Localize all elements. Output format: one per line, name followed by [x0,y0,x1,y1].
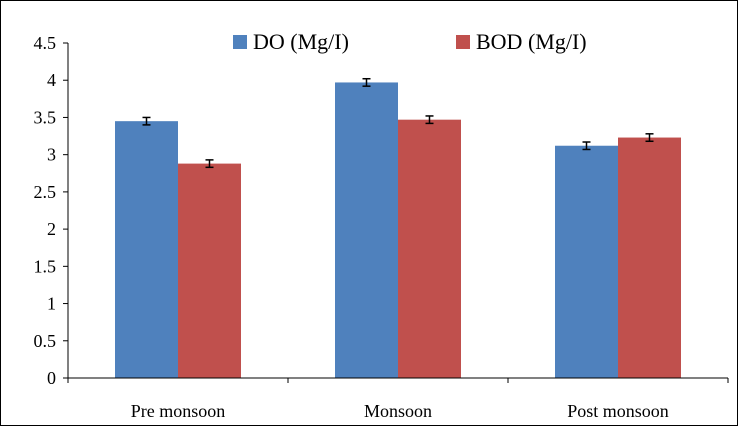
y-tick-label: 1.5 [34,256,57,276]
y-tick-label: 2.5 [34,182,57,202]
bars-layer [115,82,681,379]
bar-do-monsoon [335,82,398,378]
x-tick-label: Monsoon [364,401,432,421]
y-tick-label: 4 [47,70,56,90]
error-bars-layer [142,77,654,169]
x-tick-label: Pre monsoon [131,401,226,421]
y-tick-label: 1 [47,294,56,314]
ticks-layer: 0 0.5 1 1.5 2 2.5 3 3.5 4 4.5 Pre monsoon Monsoon Po… [34,33,729,421]
error-bar-do-pre-monsoon [142,116,151,126]
y-tick-label: 0.5 [34,331,57,351]
legend-swatch-bod [456,35,470,49]
legend: DO (Mg/I) BOD (Mg/I) [233,29,587,54]
y-tick-label: 0 [47,368,56,388]
y-tick-label: 2 [47,219,56,239]
axes-layer [67,43,728,379]
error-bar-do-post-monsoon [582,141,591,151]
y-tick-label: 3.5 [34,107,57,127]
legend-label-do: DO (Mg/I) [253,29,349,54]
error-bar-bod-post-monsoon [645,133,654,143]
bar-bod-post-monsoon [618,137,681,378]
bar-do-post-monsoon [555,145,618,378]
legend-swatch-do [233,35,247,49]
error-bar-do-monsoon [362,77,371,87]
bar-do-pre-monsoon [115,121,178,379]
error-bar-bod-monsoon [425,115,434,125]
x-tick-label: Post monsoon [567,401,669,421]
error-bar-bod-pre-monsoon [205,159,214,169]
legend-label-bod: BOD (Mg/I) [476,29,587,54]
y-tick-label: 4.5 [34,33,57,53]
bar-bod-pre-monsoon [178,163,241,378]
bar-bod-monsoon [398,119,461,378]
y-tick-label: 3 [47,145,56,165]
